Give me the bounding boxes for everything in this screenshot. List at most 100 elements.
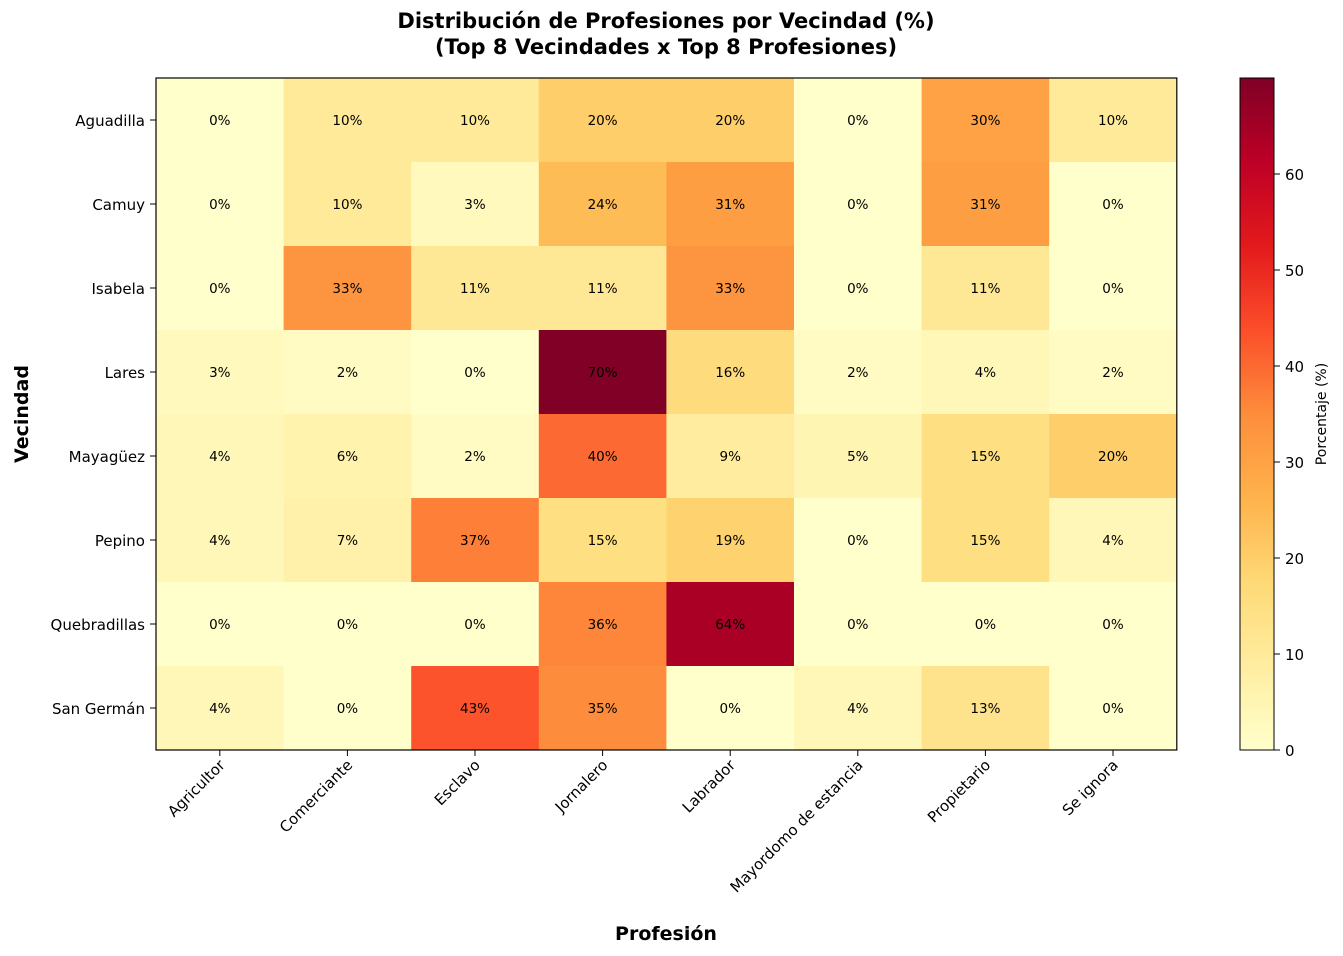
heatmap-cell <box>794 666 923 751</box>
cell-value-label: 2% <box>847 365 869 381</box>
colorbar-tick-label: 40 <box>1285 358 1304 376</box>
heatmap-cell <box>283 246 412 331</box>
heatmap-cell <box>156 78 285 163</box>
heatmap-cell <box>1049 582 1178 667</box>
heatmap-cell <box>921 414 1050 499</box>
cell-value-label: 16% <box>715 365 745 381</box>
cell-value-label: 0% <box>847 617 869 633</box>
colorbar-tick-label: 30 <box>1285 454 1304 472</box>
heatmap-cell <box>794 498 923 583</box>
cell-value-label: 3% <box>209 365 231 381</box>
heatmap-cell <box>156 582 285 667</box>
x-tick-label: Comerciante <box>276 756 356 836</box>
cell-value-label: 11% <box>460 281 490 297</box>
heatmap-cell <box>538 162 667 247</box>
cell-value-label: 0% <box>464 617 486 633</box>
cell-value-label: 37% <box>460 533 490 549</box>
cell-value-label: 0% <box>1102 281 1124 297</box>
heatmap-cell <box>538 582 667 667</box>
cell-value-label: 19% <box>715 533 745 549</box>
heatmap-cell <box>666 330 795 415</box>
cell-value-label: 15% <box>970 533 1000 549</box>
y-axis-label: Vecindad <box>11 365 33 463</box>
y-tick-label: Mayagüez <box>69 448 145 466</box>
chart-title-line-1: Distribución de Profesiones por Vecindad… <box>397 9 934 33</box>
y-axis-ticks: Aguadilla Camuy Isabela Lares Mayagüez Pepino… <box>51 112 156 718</box>
cell-value-label: 20% <box>1098 449 1128 465</box>
cell-value-label: 2% <box>464 449 486 465</box>
heatmap-cell <box>666 498 795 583</box>
heatmap-cell <box>156 414 285 499</box>
cell-value-label: 15% <box>970 449 1000 465</box>
x-axis-label: Profesión <box>615 923 717 945</box>
colorbar-label: Porcentaje (%) <box>1314 363 1330 465</box>
heatmap-cell <box>156 330 285 415</box>
cell-value-label: 43% <box>460 701 490 717</box>
y-tick-label: Camuy <box>92 196 145 214</box>
colorbar-tick-label: 0 <box>1285 742 1295 760</box>
y-tick-label: Quebradillas <box>51 616 146 634</box>
cell-value-label: 0% <box>464 365 486 381</box>
cell-value-label: 4% <box>975 365 997 381</box>
cell-value-label: 10% <box>460 113 490 129</box>
heatmap-cell <box>1049 78 1178 163</box>
x-tick-label: Labrador <box>679 756 740 817</box>
heatmap-cell <box>283 498 412 583</box>
x-tick-label: Mayordomo de estancia <box>727 756 867 896</box>
cell-value-label: 64% <box>715 617 745 633</box>
cell-value-label: 33% <box>715 281 745 297</box>
cell-value-label: 11% <box>970 281 1000 297</box>
cell-value-label: 4% <box>209 533 231 549</box>
plot-frame <box>155 77 1178 751</box>
cell-value-label: 5% <box>847 449 869 465</box>
y-tick-label: Isabela <box>91 280 145 298</box>
heatmap-cell-labels: 0% 10% 10% 20% 20% 0% 30% 10% 0% 10% 3% 24% 31% 0% 31%… <box>209 113 1128 717</box>
heatmap-cell <box>411 414 540 499</box>
heatmap-cell <box>1049 246 1178 331</box>
colorbar-ticks: 0 10 20 30 40 50 60 <box>1274 166 1304 760</box>
cell-value-label: 0% <box>337 617 359 633</box>
cell-value-label: 0% <box>1102 617 1124 633</box>
cell-value-label: 20% <box>715 113 745 129</box>
heatmap-cell <box>921 498 1050 583</box>
heatmap-cell <box>411 666 540 751</box>
heatmap-cell <box>921 246 1050 331</box>
heatmap-cell <box>411 246 540 331</box>
cell-value-label: 0% <box>337 701 359 717</box>
cell-value-label: 24% <box>588 197 618 213</box>
heatmap-cell <box>411 78 540 163</box>
heatmap-cell <box>666 246 795 331</box>
heatmap-cell <box>538 498 667 583</box>
heatmap-cell <box>921 78 1050 163</box>
cell-value-label: 11% <box>588 281 618 297</box>
cell-value-label: 4% <box>209 449 231 465</box>
cell-value-label: 2% <box>1102 365 1124 381</box>
cell-value-label: 0% <box>847 281 869 297</box>
heatmap-cell <box>156 246 285 331</box>
heatmap-cell <box>1049 414 1178 499</box>
cell-value-label: 0% <box>1102 701 1124 717</box>
heatmap-cell <box>666 162 795 247</box>
cell-value-label: 10% <box>332 197 362 213</box>
heatmap-cell <box>1049 162 1178 247</box>
heatmap-cell <box>156 666 285 751</box>
cell-value-label: 31% <box>970 197 1000 213</box>
cell-value-label: 10% <box>332 113 362 129</box>
colorbar-tick-label: 10 <box>1285 646 1304 664</box>
cell-value-label: 7% <box>337 533 359 549</box>
cell-value-label: 9% <box>719 449 741 465</box>
y-tick-label: Pepino <box>95 532 145 550</box>
heatmap-cell <box>411 330 540 415</box>
heatmap-cell <box>794 162 923 247</box>
cell-value-label: 4% <box>847 701 869 717</box>
cell-value-label: 0% <box>209 617 231 633</box>
y-tick-label: Aguadilla <box>75 112 145 130</box>
heatmap-cell <box>1049 330 1178 415</box>
chart-title-line-2: (Top 8 Vecindades x Top 8 Profesiones) <box>435 35 897 59</box>
heatmap-cell <box>666 414 795 499</box>
heatmap-cell <box>666 582 795 667</box>
cell-value-label: 0% <box>975 617 997 633</box>
heatmap-cell <box>794 414 923 499</box>
cell-value-label: 33% <box>332 281 362 297</box>
cell-value-label: 40% <box>588 449 618 465</box>
